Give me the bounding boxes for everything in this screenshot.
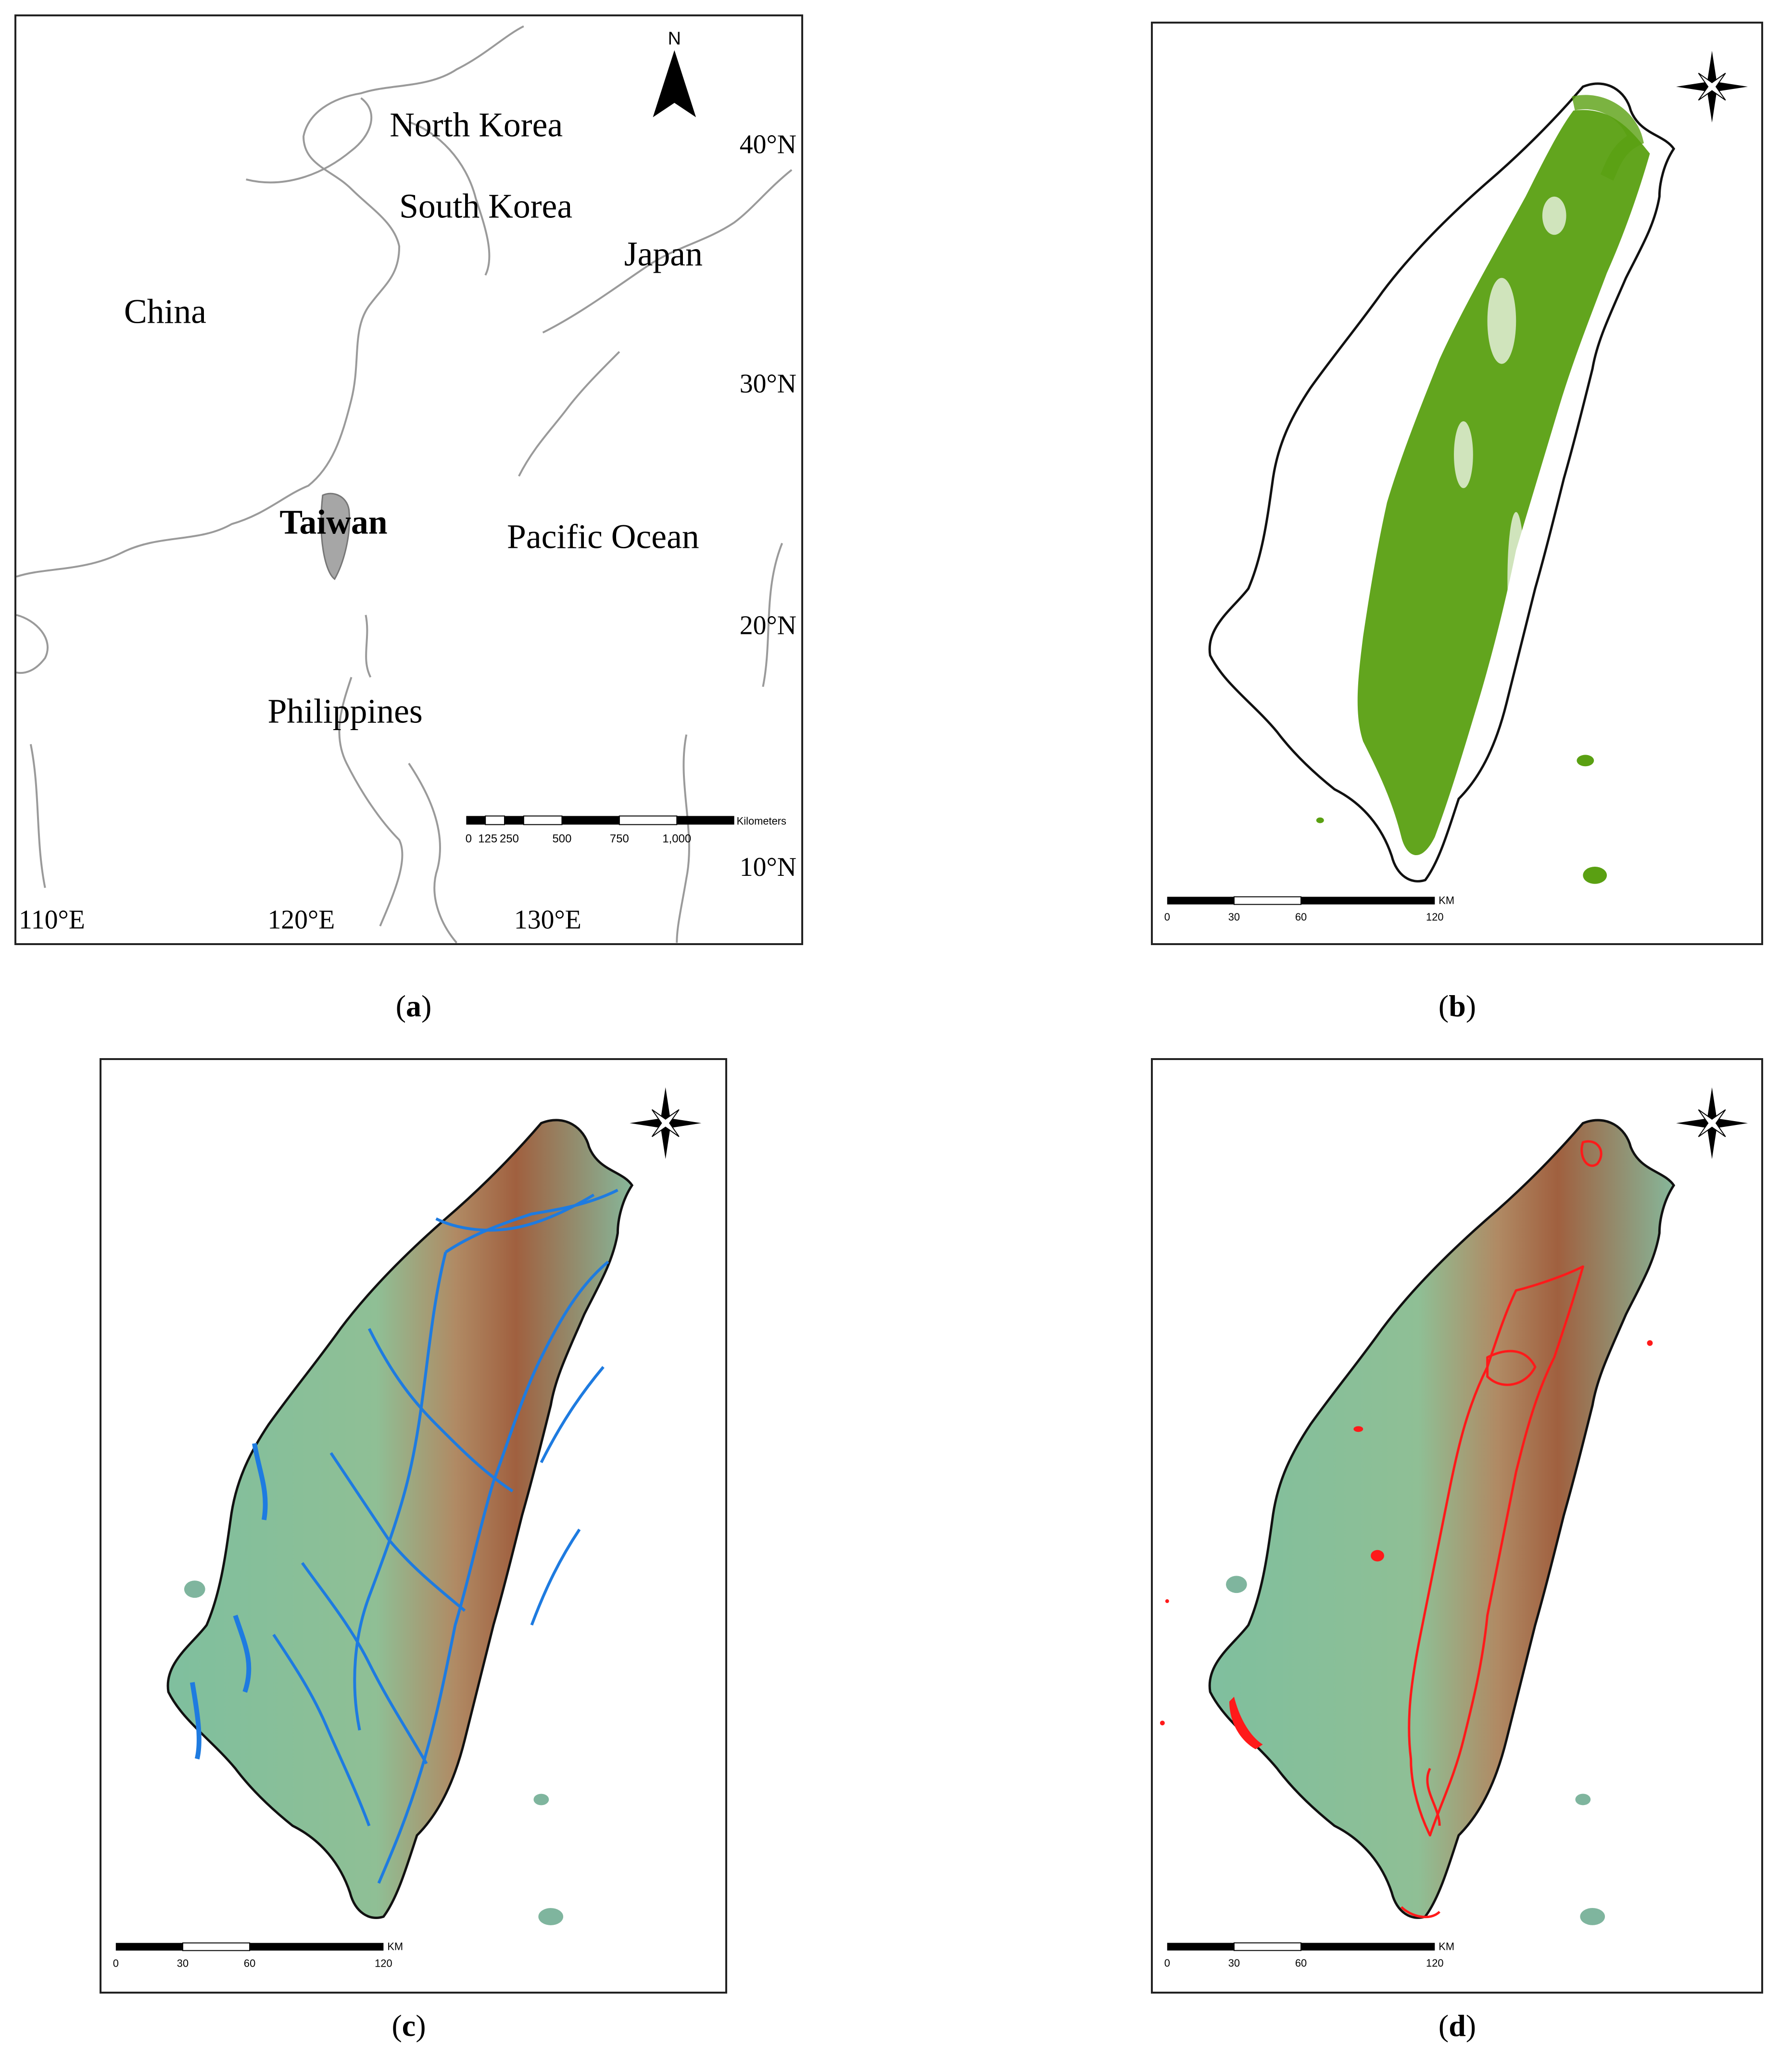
scale-bar: KM 0 30 60 120 <box>1164 1940 1454 1969</box>
label-china: China <box>124 293 206 331</box>
scale-tick: 0 <box>1164 911 1170 923</box>
compass-rose-icon <box>1676 1087 1748 1159</box>
scale-tick: 30 <box>1228 1957 1240 1969</box>
country-labels: North Korea South Korea Japan China Taiw… <box>124 106 703 731</box>
forest-cover-area <box>1357 110 1650 855</box>
scale-tick: 0 <box>1164 1957 1170 1969</box>
north-label: N <box>668 28 681 49</box>
scale-tick: 125 <box>478 832 497 845</box>
location-map: N North Korea South Korea Japan China Ta… <box>16 25 796 943</box>
scale-tick: 120 <box>1426 1957 1443 1969</box>
lon-label: 110°E <box>19 905 85 935</box>
label-japan: Japan <box>624 235 703 273</box>
scale-unit: Kilometers <box>737 815 786 827</box>
scale-tick: 500 <box>553 832 572 845</box>
scale-tick: 60 <box>1295 911 1307 923</box>
scale-tick: 250 <box>500 832 519 845</box>
scale-tick: 0 <box>113 1957 119 1969</box>
lat-label: 30°N <box>740 369 796 399</box>
label-philippines: Philippines <box>267 693 422 731</box>
taiwan-shape <box>320 493 351 581</box>
lat-label: 40°N <box>740 129 796 159</box>
taiwan-terrain <box>166 1119 634 1919</box>
caption-b: (b) <box>1438 989 1477 1023</box>
boundary-lines <box>1400 1140 1603 1919</box>
scale-tick: 30 <box>1228 911 1240 923</box>
forest-cover-map: KM 0 30 60 120 <box>1164 51 1748 923</box>
lon-label: 130°E <box>514 905 581 935</box>
label-taiwan: Taiwan <box>279 503 387 541</box>
taiwan-terrain <box>1208 1119 1676 1919</box>
scale-tick: 30 <box>177 1957 189 1969</box>
forest-cover-panel: KM 0 30 60 120 <box>1151 22 1763 945</box>
caption-a: (a) <box>395 989 432 1023</box>
scale-unit: KM <box>1439 894 1454 906</box>
scale-tick: 750 <box>610 832 629 845</box>
scale-unit: KM <box>1439 1940 1454 1952</box>
location-map-panel: N North Korea South Korea Japan China Ta… <box>14 14 803 945</box>
north-arrow-icon <box>653 50 696 117</box>
boundary-panel: KM 0 30 60 120 <box>1151 1058 1763 1994</box>
river-network-panel: KM 0 30 60 120 <box>100 1058 727 1994</box>
caption-c: (c) <box>391 2008 426 2043</box>
boundary-map: KM 0 30 60 120 <box>1160 1087 1748 1969</box>
compass-rose-icon <box>630 1087 702 1159</box>
scale-tick: 120 <box>1426 911 1443 923</box>
scale-tick: 120 <box>375 1957 392 1969</box>
label-pacific-ocean: Pacific Ocean <box>507 518 699 556</box>
boundary-patches <box>1160 1340 1653 1750</box>
lon-label: 120°E <box>267 905 335 935</box>
scale-tick: 60 <box>244 1957 255 1969</box>
longitude-labels: 110°E 120°E 130°E <box>19 905 581 935</box>
north-arrow: N <box>653 28 696 117</box>
coastlines <box>16 25 793 943</box>
river-clusters <box>189 1443 268 1760</box>
latitude-labels: 40°N 30°N 20°N 10°N <box>740 129 796 882</box>
scale-unit: KM <box>387 1941 403 1953</box>
lat-label: 20°N <box>740 610 796 640</box>
river-lines <box>272 1188 618 1884</box>
caption-d: (d) <box>1438 2008 1477 2043</box>
clearings <box>1454 196 1566 646</box>
scale-tick: 1,000 <box>662 832 691 845</box>
scale-bar: KM 0 30 60 120 <box>113 1941 403 1970</box>
lat-label: 10°N <box>740 852 796 882</box>
scale-tick: 0 <box>466 832 472 845</box>
compass-rose-icon <box>1676 51 1748 123</box>
label-south-korea: South Korea <box>399 188 572 226</box>
label-north-korea: North Korea <box>390 106 563 144</box>
scale-bar: Kilometers 0 125 250 500 750 1,000 <box>466 815 786 845</box>
scale-bar: KM 0 30 60 120 <box>1164 894 1454 923</box>
scale-tick: 60 <box>1295 1957 1307 1969</box>
river-network-map: KM 0 30 60 120 <box>113 1087 702 1970</box>
